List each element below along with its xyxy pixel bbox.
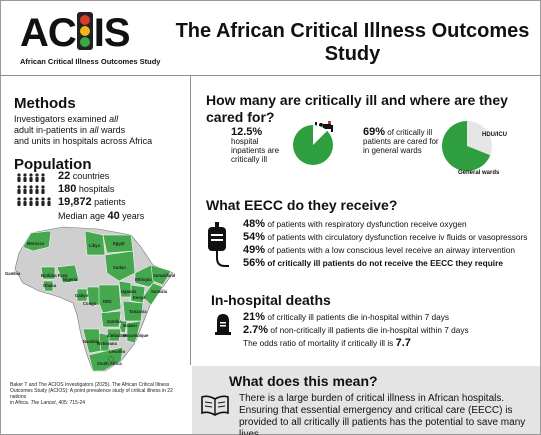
- logo-subtitle: African Critical Illness Outcomes Study: [20, 57, 161, 66]
- map-label: Namibia: [83, 339, 100, 344]
- map-label: Gambia: [5, 271, 21, 276]
- map-label: Tanzania: [129, 309, 147, 314]
- eecc-heading: What EECC do they receive?: [206, 197, 398, 213]
- population-heading: Population: [14, 156, 92, 173]
- map-label: Lesotho: [109, 349, 126, 354]
- traffic-light-icon: [76, 12, 93, 50]
- hospitals-stat: 180 hospitals: [58, 183, 115, 195]
- map-label: Botswana: [97, 341, 117, 346]
- map-label: Zimbabwe: [107, 333, 128, 338]
- map-label: Nigeria: [63, 277, 78, 282]
- prevalence-heading: How many are critically ill and where ar…: [206, 92, 508, 125]
- open-book-icon: [201, 395, 229, 416]
- map-label: Sudan: [113, 265, 126, 270]
- general-ward-stat: 69% of critically ill patients are cared…: [363, 126, 439, 156]
- eecc-item: 54% of patients with circulatory dysfunc…: [243, 231, 528, 243]
- map-label: Uganda: [121, 289, 137, 294]
- conclusion-heading: What does this mean?: [229, 373, 378, 389]
- map-label: Zambia: [107, 319, 122, 324]
- methods-text: Investigators examined all adult in-pati…: [14, 114, 153, 146]
- poster-title: The African Critical Illness Outcomes St…: [175, 20, 530, 65]
- conclusion-text: There is a large burden of critical illn…: [239, 393, 526, 435]
- map-label: Burkina Faso: [41, 273, 68, 278]
- map-label: Malawi: [123, 323, 137, 328]
- map-label: Mozambique: [123, 333, 149, 338]
- map-label: Ethiopia: [135, 277, 152, 282]
- eecc-item: 48% of patients with respiratory dysfunc…: [243, 218, 467, 230]
- eecc-list: 48% of patients with respiratory dysfunc…: [243, 218, 538, 270]
- death-item: 21% of critically ill patients die in-ho…: [243, 311, 450, 323]
- deaths-heading: In-hospital deaths: [211, 292, 331, 308]
- pie-slice-general-wards: [442, 121, 491, 171]
- pie-label-hdu-icu: HDU/ICU: [482, 132, 507, 138]
- map-label: Ghana: [43, 283, 57, 288]
- death-item: 2.7% of non-critically ill patients die …: [243, 324, 469, 336]
- population-stats: 22 countries 180 hospitals 19,872 patien…: [58, 170, 126, 209]
- countries-stat: 22 countries: [58, 170, 110, 182]
- map-label: DRC: [103, 299, 112, 304]
- critically-ill-pie: [293, 125, 333, 165]
- map-label: Morocco: [27, 241, 45, 246]
- map-label: Libya: [89, 243, 101, 248]
- ward-location-pie: [442, 121, 492, 171]
- pie-label-general-wards: General wards: [458, 170, 500, 176]
- africa-map: Morocco Libya Egypt Sudan Gambia Burkina…: [5, 226, 176, 372]
- map-label: Congo: [83, 301, 97, 306]
- methods-heading: Methods: [14, 95, 76, 112]
- map-label: South Africa: [97, 361, 122, 366]
- acios-logo: AC IS: [20, 11, 131, 55]
- patients-stat: 19,872 patients: [58, 196, 126, 208]
- map-label: Gabon: [75, 293, 89, 298]
- header-divider: [0, 75, 541, 76]
- deaths-list: 21% of critically ill patients die in-ho…: [243, 311, 533, 350]
- critically-ill-stat: 12.5% hospital inpatients are critically …: [231, 126, 280, 165]
- iv-drip-icon: [208, 222, 229, 267]
- map-label: Somalia: [151, 289, 168, 294]
- eecc-item: 49% of patients with a low conscious lev…: [243, 244, 515, 256]
- conclusion-band: [192, 366, 540, 434]
- people-icon: [17, 173, 51, 206]
- map-label: Kenya: [133, 295, 146, 300]
- map-label: Egypt: [113, 241, 125, 246]
- column-divider: [190, 75, 191, 365]
- eecc-item: 56% of critically ill patients do not re…: [243, 257, 503, 269]
- citation: Baker T and The ACIOS Investigators (202…: [10, 382, 173, 406]
- map-label: Somaliland: [153, 273, 176, 278]
- gravestone-icon: [215, 314, 231, 335]
- odds-ratio: The odds ratio of mortality if criticall…: [243, 337, 411, 349]
- pie-slice-ill: [313, 125, 328, 145]
- median-age-stat: Median age 40 years: [58, 210, 145, 222]
